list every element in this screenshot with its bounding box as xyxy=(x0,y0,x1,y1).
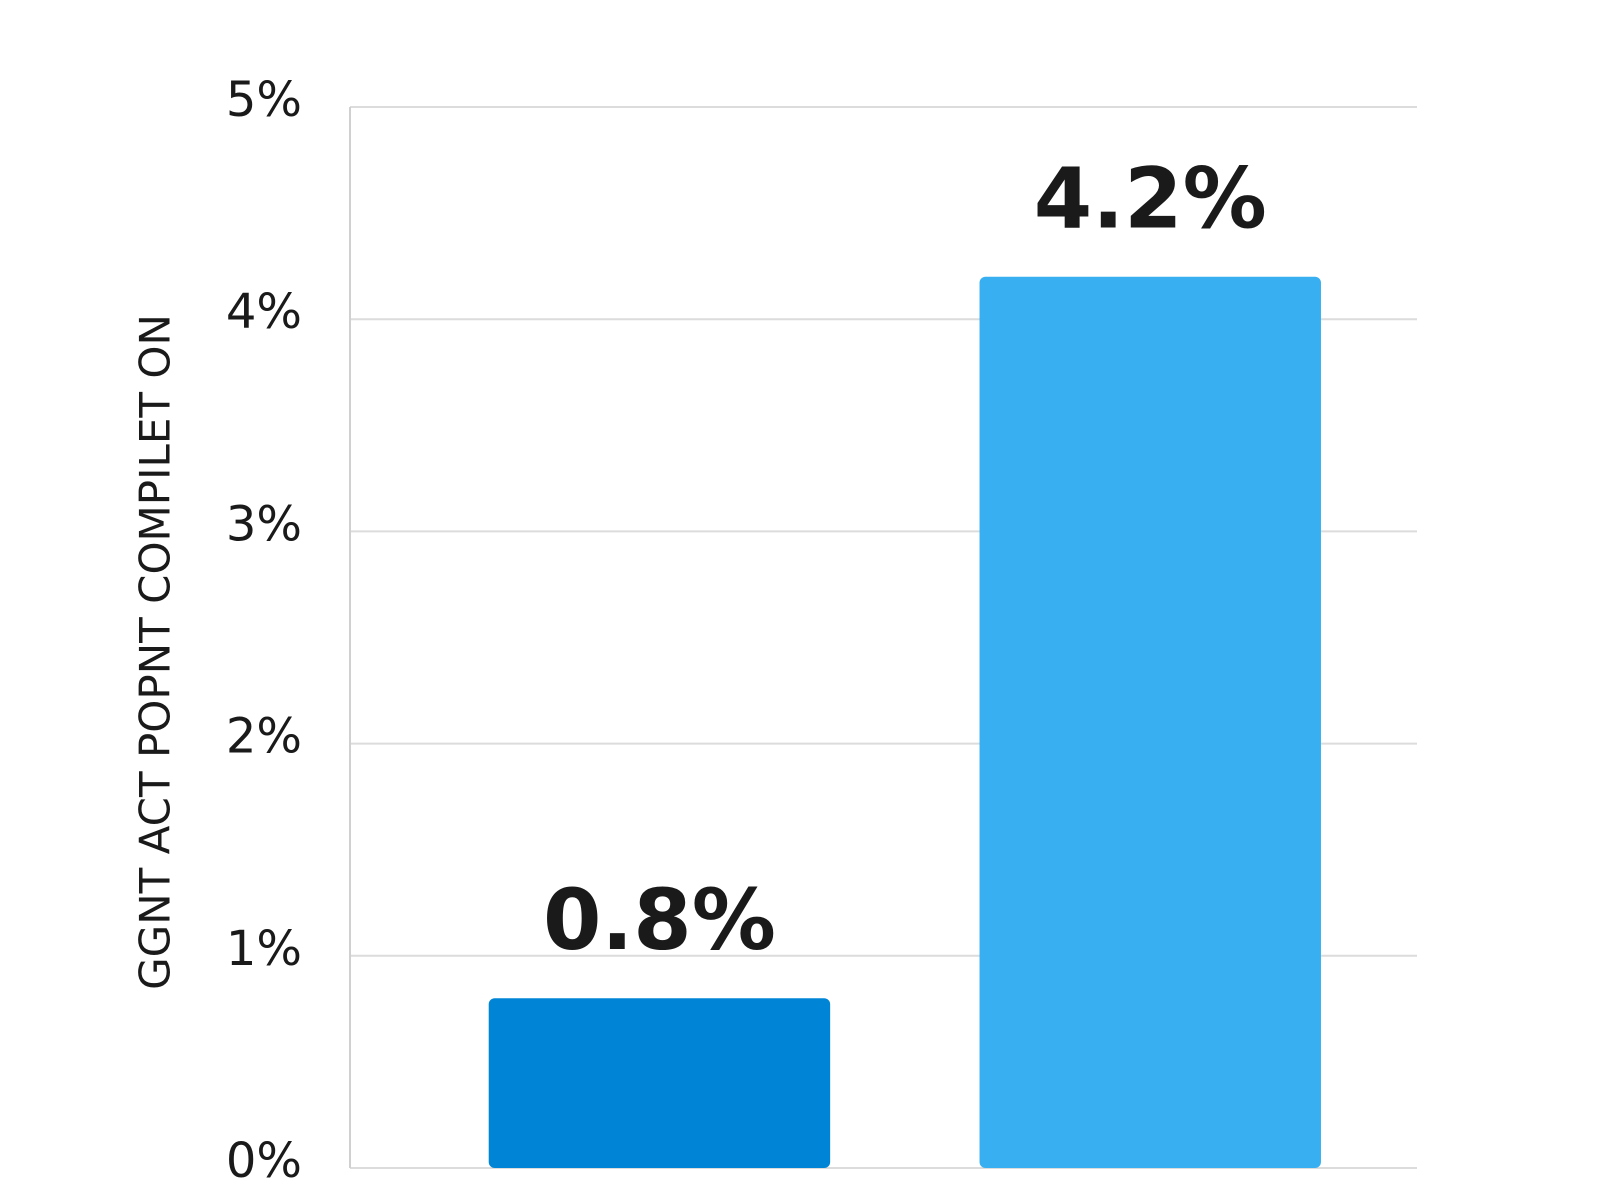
y-tick-label: 2% xyxy=(226,709,302,765)
y-axis-label: GGNT ACT POPNT COMPILET ON xyxy=(131,314,180,990)
y-tick-label: 5% xyxy=(226,72,302,128)
value-label: 0.8% xyxy=(543,871,776,969)
bar xyxy=(979,276,1321,1168)
bar xyxy=(488,998,831,1168)
y-tick-label: 1% xyxy=(226,921,302,977)
value-label: 4.2% xyxy=(1034,150,1267,248)
y-tick-label: 4% xyxy=(226,284,302,340)
y-tick-label: 3% xyxy=(226,496,302,552)
y-tick-label: 0% xyxy=(226,1133,302,1189)
